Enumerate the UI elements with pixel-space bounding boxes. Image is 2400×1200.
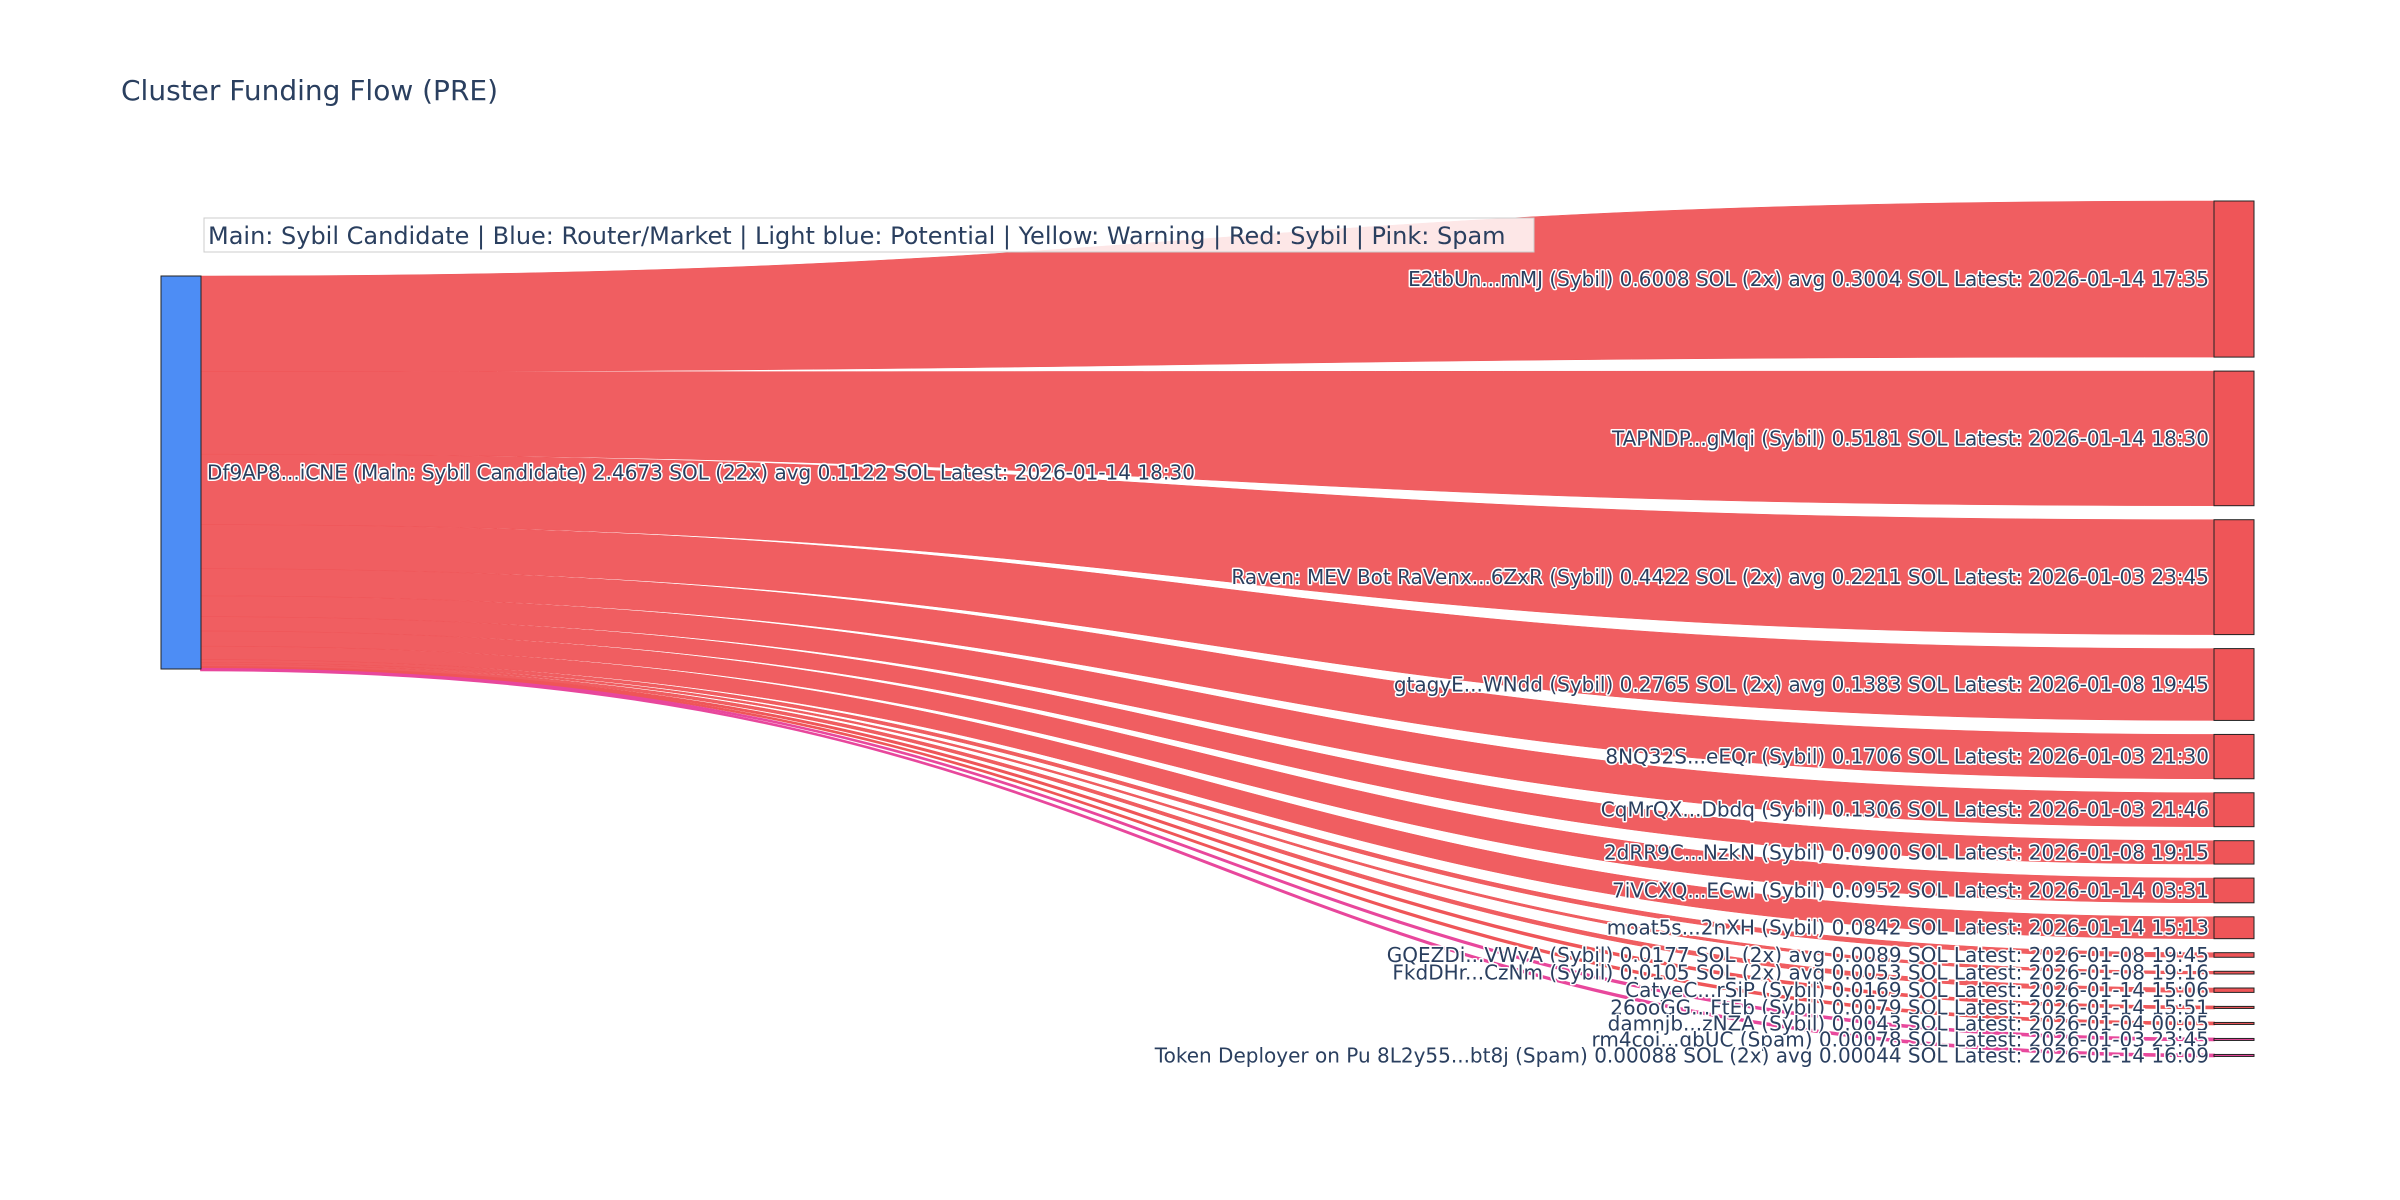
node-target-13[interactable] [2213,1005,2255,1009]
node-group [160,200,2255,1057]
target-label-15: rm4coj...qbUC (Spam) 0.00078 SOL Latest:… [1591,1027,2209,1051]
link-2[interactable] [200,370,2215,506]
node-target-12[interactable] [2213,987,2255,993]
node-target-1[interactable] [2213,200,2255,358]
legend-note-box [203,217,1535,253]
target-label-4: gtagyE...WNdd (Sybil) 0.2765 SOL (2x) av… [1394,673,2209,697]
legend-note: Main: Sybil Candidate | Blue: Router/Mar… [203,217,1535,253]
target-label-9: moat5s...2nXH (Sybil) 0.0842 SOL Latest:… [1607,916,2209,940]
node-target-16[interactable] [2213,1053,2255,1057]
node-target-10[interactable] [2213,952,2255,958]
target-label-3: Raven: MEV Bot RaVenx...6ZxR (Sybil) 0.4… [1231,565,2209,589]
target-label-6: CqMrQX...Dbdq (Sybil) 0.1306 SOL Latest:… [1601,798,2209,822]
target-label-8: 7iVCXQ...ECwi (Sybil) 0.0952 SOL Latest:… [1612,878,2209,902]
node-target-5[interactable] [2213,733,2255,780]
target-label-16: Token Deployer on Pu 8L2y55...bt8j (Spam… [1154,1043,2209,1067]
target-label-1: E2tbUn...mMJ (Sybil) 0.6008 SOL (2x) avg… [1408,267,2209,291]
node-target-7[interactable] [2213,840,2255,865]
target-label-10: GQEZDi...VWyA (Sybil) 0.0177 SOL (2x) av… [1387,943,2209,967]
node-target-2[interactable] [2213,370,2255,507]
source-label: Df9AP8...iCNE (Main: Sybil Candidate) 2.… [207,461,1195,485]
chart-title: Cluster Funding Flow (PRE) [121,74,498,107]
target-label-5: 8NQ32S...eEQr (Sybil) 0.1706 SOL Latest:… [1605,745,2209,769]
target-label-14: damnjb...zNZA (Sybil) 0.0043 SOL Latest:… [1608,1011,2209,1035]
target-label-11: FkdDHr...CzNm (Sybil) 0.0105 SOL (2x) av… [1392,961,2209,985]
link-group [200,200,2215,1058]
target-label-2: TAPNDP...gMqi (Sybil) 0.5181 SOL Latest:… [1611,426,2209,450]
link-3[interactable] [200,453,2215,635]
target-label-7: 2dRR9C...NzkN (Sybil) 0.0900 SOL Latest:… [1604,840,2209,864]
node-target-9[interactable] [2213,916,2255,940]
node-target-6[interactable] [2213,792,2255,828]
node-target-4[interactable] [2213,648,2255,721]
target-label-12: CatyeC...rSiP (Sybil) 0.0169 SOL Latest:… [1625,978,2209,1002]
node-target-15[interactable] [2213,1037,2255,1041]
label-group: E2tbUn...mMJ (Sybil) 0.6008 SOL (2x) avg… [206,266,2211,1069]
node-target-11[interactable] [2213,970,2255,975]
node-source[interactable] [160,275,202,670]
target-label-13: 26ooGG...FtEb (Sybil) 0.0079 SOL Latest:… [1610,995,2209,1019]
node-target-3[interactable] [2213,519,2255,636]
node-target-8[interactable] [2213,877,2255,904]
node-target-14[interactable] [2213,1021,2255,1025]
legend-note-text: Main: Sybil Candidate | Blue: Router/Mar… [208,222,1506,250]
